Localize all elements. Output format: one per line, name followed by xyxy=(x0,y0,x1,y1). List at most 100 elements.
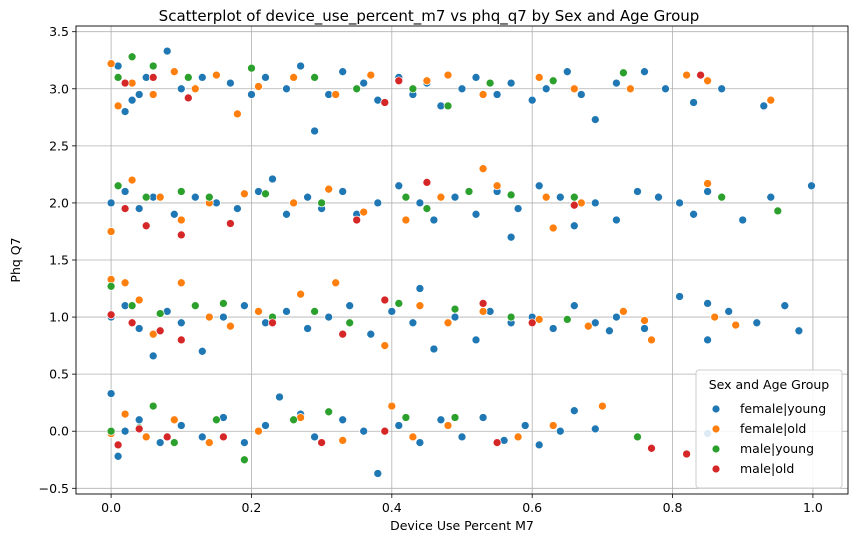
point-male-young xyxy=(345,318,355,328)
point-female-old xyxy=(254,426,263,436)
point-male-old xyxy=(380,426,390,436)
point-female-young xyxy=(197,432,207,442)
point-female-old xyxy=(127,175,137,185)
point-male-old xyxy=(394,76,404,86)
point-female-young xyxy=(359,78,369,88)
series-female-old xyxy=(106,59,776,447)
point-female-old xyxy=(366,70,376,80)
point-female-young xyxy=(471,73,481,82)
point-female-old xyxy=(387,401,397,411)
point-male-young xyxy=(422,204,432,213)
point-female-old xyxy=(583,321,593,331)
point-male-old xyxy=(120,78,130,88)
point-male-young xyxy=(450,413,460,422)
point-male-old xyxy=(422,178,432,187)
point-female-old xyxy=(640,316,649,325)
point-female-young xyxy=(590,424,600,434)
point-female-young xyxy=(282,209,291,219)
point-female-old xyxy=(254,82,263,91)
point-female-young xyxy=(387,307,397,316)
point-female-young xyxy=(752,318,762,328)
point-male-old xyxy=(183,93,193,103)
point-female-old xyxy=(478,307,488,316)
point-female-young xyxy=(233,204,242,213)
point-female-old xyxy=(513,432,523,442)
point-male-young xyxy=(310,307,319,316)
point-male-young xyxy=(506,312,516,322)
point-female-young xyxy=(120,187,130,196)
point-female-old xyxy=(106,59,116,69)
point-female-old xyxy=(534,73,544,82)
point-male-young xyxy=(548,76,558,86)
legend-entry-male-old: male|old xyxy=(711,461,794,476)
point-female-young xyxy=(303,192,312,202)
point-female-young xyxy=(176,318,186,328)
point-female-young xyxy=(576,90,586,99)
y-axis-title: Phq Q7 xyxy=(8,237,23,282)
point-female-young xyxy=(640,67,649,77)
point-female-young xyxy=(226,78,235,88)
point-female-old xyxy=(548,421,558,430)
point-female-old xyxy=(289,73,298,82)
point-male-young xyxy=(619,68,628,78)
point-male-old xyxy=(176,335,186,345)
point-female-old xyxy=(703,179,712,188)
point-female-young xyxy=(240,301,249,311)
point-female-young xyxy=(310,432,319,442)
point-male-old xyxy=(141,221,151,231)
point-male-young xyxy=(204,192,214,202)
point-female-young xyxy=(640,324,649,333)
point-male-old xyxy=(492,438,502,447)
point-female-young xyxy=(247,90,256,99)
point-female-old xyxy=(289,198,298,208)
point-male-young xyxy=(212,415,221,425)
point-female-young xyxy=(541,84,551,94)
point-female-young xyxy=(738,215,748,225)
y-axis-ticks: −0.5 0.0 0.5 1.0 1.5 2.0 2.5 3.0 3.5 xyxy=(39,24,76,496)
point-male-old xyxy=(155,326,165,336)
y-tick-label: 2.5 xyxy=(49,138,69,153)
point-female-young xyxy=(807,181,816,191)
point-female-young xyxy=(415,284,425,293)
point-male-old xyxy=(682,449,691,459)
point-male-young xyxy=(633,432,642,442)
point-female-young xyxy=(268,174,277,184)
point-female-old xyxy=(380,341,390,350)
point-female-young xyxy=(324,312,334,322)
point-female-young xyxy=(450,312,460,322)
point-female-young xyxy=(457,432,467,442)
legend-entry-female-old: female|old xyxy=(711,421,806,436)
point-male-young xyxy=(569,192,579,202)
point-female-young xyxy=(724,307,734,316)
point-male-young xyxy=(148,401,158,411)
point-female-young xyxy=(359,426,369,436)
point-female-old xyxy=(478,164,488,174)
point-female-old xyxy=(598,401,607,411)
point-female-young xyxy=(134,90,144,99)
point-female-young xyxy=(169,209,179,219)
point-male-old xyxy=(380,98,390,107)
point-male-old xyxy=(176,230,186,240)
point-female-old xyxy=(120,409,130,419)
point-female-old xyxy=(766,95,776,105)
point-female-young xyxy=(555,192,565,202)
point-female-old xyxy=(141,432,151,442)
point-female-young xyxy=(373,198,383,208)
point-female-old xyxy=(619,307,628,316)
point-female-young xyxy=(429,344,439,354)
point-female-old xyxy=(569,84,579,94)
point-female-young xyxy=(590,198,600,208)
point-female-young xyxy=(534,181,544,191)
x-tick-label: 0.2 xyxy=(242,500,262,515)
point-female-old xyxy=(682,70,691,80)
point-female-old xyxy=(731,320,741,330)
legend-marker-male-old xyxy=(711,464,721,474)
point-female-young xyxy=(120,426,130,436)
point-female-old xyxy=(212,70,221,80)
point-female-old xyxy=(254,307,263,316)
point-female-young xyxy=(394,421,404,430)
point-male-young xyxy=(485,78,495,88)
point-female-old xyxy=(541,192,551,202)
point-female-young xyxy=(134,415,144,425)
point-male-old xyxy=(352,215,362,225)
